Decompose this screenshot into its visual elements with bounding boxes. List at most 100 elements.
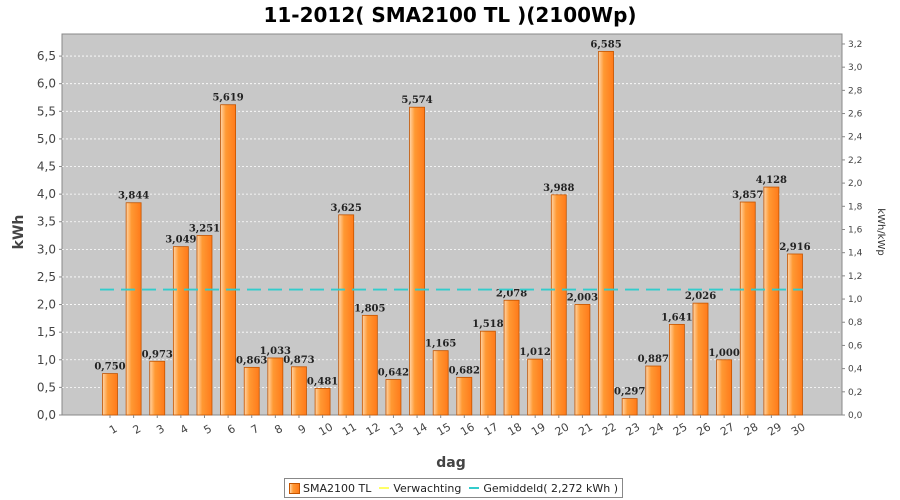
x-tick-label: 11 <box>340 420 359 438</box>
data-label: 2,003 <box>567 292 598 303</box>
bar <box>291 366 307 416</box>
x-tick-label: 18 <box>505 420 524 438</box>
y-right-tick-label: 3,0 <box>848 63 863 73</box>
bar <box>598 50 614 416</box>
x-tick-label: 10 <box>317 420 336 438</box>
bar <box>550 194 567 416</box>
data-label: 3,988 <box>543 183 574 194</box>
x-tick-label: 21 <box>576 420 595 438</box>
bar <box>149 360 166 416</box>
data-label: 1,000 <box>708 348 739 359</box>
legend-item-average: Gemiddeld( 2,272 kWh ) <box>469 482 618 495</box>
data-label: 5,619 <box>212 93 243 104</box>
x-axis-label: dag <box>436 455 466 471</box>
legend-swatch-expected <box>379 487 390 489</box>
y-tick-label: 6,0 <box>37 77 56 91</box>
data-label: 1,805 <box>354 303 385 314</box>
x-tick-label: 5 <box>201 422 214 437</box>
bar <box>668 323 685 416</box>
data-label: 0,750 <box>94 362 125 373</box>
x-tick-label: 29 <box>765 420 784 438</box>
bar <box>716 359 733 416</box>
data-label: 3,844 <box>118 191 149 202</box>
y-right-tick-label: 0,2 <box>848 388 862 398</box>
data-label: 4,128 <box>756 175 787 186</box>
x-tick-label: 2 <box>131 422 144 437</box>
x-tick-label: 8 <box>272 422 285 437</box>
bar <box>409 106 425 416</box>
x-tick-label: 14 <box>411 420 430 438</box>
chart-title: 11-2012( SMA2100 TL )(2100Wp) <box>263 3 636 27</box>
data-label: 0,887 <box>638 354 669 365</box>
x-tick-label: 24 <box>647 420 666 438</box>
y-right-tick-label: 0,6 <box>848 341 863 351</box>
data-label: 5,574 <box>401 95 432 106</box>
bar <box>196 235 213 416</box>
legend: SMA2100 TL Verwachting Gemiddeld( 2,272 … <box>284 478 624 498</box>
bar <box>220 104 237 416</box>
y-tick-label: 4,0 <box>37 187 56 201</box>
y-right-tick-label: 1,0 <box>848 295 863 305</box>
bar <box>243 366 260 416</box>
data-label: 0,973 <box>142 349 173 360</box>
y-tick-label: 3,5 <box>37 215 56 229</box>
y-right-tick-label: 1,2 <box>848 272 862 282</box>
x-tick-label: 4 <box>178 422 191 437</box>
bar <box>385 379 402 416</box>
bar <box>763 186 780 416</box>
y-tick-label: 4,5 <box>37 160 56 174</box>
x-tick-label: 23 <box>624 420 643 438</box>
left-y-axis: 0,0 0,5 1,0 1,5 2,0 2,5 3,0 3,5 4,0 4,5 5,0 5,5 6,0 6… <box>37 49 62 422</box>
bar <box>456 376 473 416</box>
bar <box>739 201 756 416</box>
y-tick-label: 1,5 <box>37 325 56 339</box>
data-label: 0,297 <box>614 387 645 398</box>
y-axis-label: kWh <box>11 215 27 250</box>
data-label: 6,585 <box>590 39 621 50</box>
y-right-tick-label: 2,6 <box>848 110 863 120</box>
x-tick-label: 20 <box>553 420 572 438</box>
data-label: 0,682 <box>449 365 480 376</box>
x-tick-label: 13 <box>387 420 406 438</box>
x-tick-label: 28 <box>742 420 761 438</box>
x-tick-label: 22 <box>600 420 619 438</box>
plot-area <box>61 33 843 416</box>
y-right-tick-label: 3,2 <box>848 40 862 50</box>
bar <box>267 357 284 416</box>
y-tick-label: 1,0 <box>37 353 56 367</box>
y-tick-label: 5,5 <box>37 104 56 118</box>
legend-label-average: Gemiddeld( 2,272 kWh ) <box>483 481 619 495</box>
bar <box>432 350 449 416</box>
bar <box>645 365 662 416</box>
bar <box>102 373 118 416</box>
bar <box>480 330 496 416</box>
legend-item-production: SMA2100 TL <box>289 482 371 495</box>
bar <box>314 388 331 416</box>
bar <box>527 358 544 416</box>
y-right-tick-label: 2,0 <box>848 179 863 189</box>
bar <box>503 299 520 416</box>
y-tick-label: 0,0 <box>37 408 56 422</box>
data-label: 1,012 <box>520 347 551 358</box>
x-tick-label: 6 <box>225 422 238 437</box>
data-label: 1,518 <box>472 319 503 330</box>
data-label: 1,165 <box>425 339 456 350</box>
data-label: 0,873 <box>283 355 314 366</box>
legend-label-expected: Verwachting <box>393 481 462 495</box>
x-tick-label: 30 <box>789 420 808 438</box>
x-tick-label: 3 <box>154 422 167 437</box>
y-tick-label: 3,0 <box>37 242 56 256</box>
data-label: 0,863 <box>236 355 267 366</box>
legend-swatch-production <box>289 482 300 494</box>
y-right-tick-label: 2,4 <box>848 133 863 143</box>
legend-swatch-average <box>469 487 480 489</box>
x-tick-label: 26 <box>694 420 713 438</box>
y-right-tick-label: 0,4 <box>848 365 863 375</box>
y-right-tick-label: 1,4 <box>848 249 863 259</box>
legend-item-expected: Verwachting <box>379 482 461 495</box>
bar <box>361 314 378 416</box>
y-right-tick-label: 2,2 <box>848 156 862 166</box>
y-right-tick-label: 0,8 <box>848 318 863 328</box>
bar <box>692 302 709 416</box>
